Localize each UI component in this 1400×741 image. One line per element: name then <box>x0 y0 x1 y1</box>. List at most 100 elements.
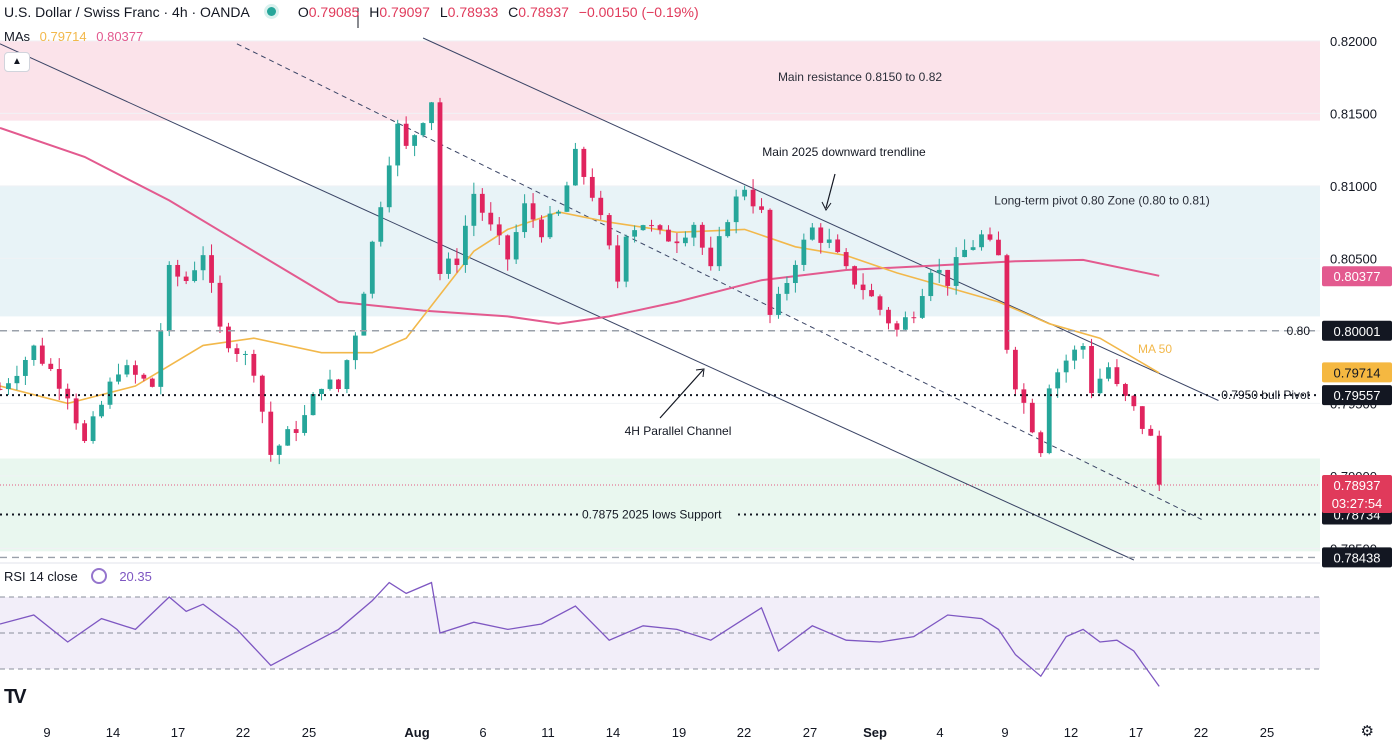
candle[interactable] <box>39 345 45 364</box>
candle[interactable] <box>674 241 680 244</box>
candle[interactable] <box>1156 435 1162 485</box>
candle[interactable] <box>90 416 96 442</box>
candle[interactable] <box>505 235 511 260</box>
candle[interactable] <box>192 270 198 282</box>
candle[interactable] <box>437 102 443 274</box>
candle[interactable] <box>1029 402 1035 433</box>
candle[interactable] <box>183 276 189 282</box>
candle[interactable] <box>268 411 274 455</box>
candle[interactable] <box>691 224 697 238</box>
candle[interactable] <box>293 429 299 433</box>
candle[interactable] <box>936 269 942 273</box>
candle[interactable] <box>598 197 604 216</box>
candle[interactable] <box>750 189 756 207</box>
candle[interactable] <box>22 360 28 376</box>
candle[interactable] <box>1038 432 1044 454</box>
tradingview-logo-icon[interactable]: TV <box>4 686 26 708</box>
candle[interactable] <box>285 429 291 446</box>
candle[interactable] <box>886 309 891 324</box>
candle[interactable] <box>496 224 502 236</box>
candle[interactable] <box>132 365 138 375</box>
candle[interactable] <box>14 375 20 384</box>
candles-layer[interactable] <box>0 97 1162 492</box>
candle[interactable] <box>99 404 104 417</box>
candle[interactable] <box>1089 346 1094 394</box>
candle[interactable] <box>640 225 646 231</box>
candle[interactable] <box>716 236 722 267</box>
candle[interactable] <box>606 215 612 246</box>
candle[interactable] <box>386 165 392 208</box>
candle[interactable] <box>733 196 739 223</box>
candle[interactable] <box>200 255 206 271</box>
candle[interactable] <box>65 388 71 399</box>
candle[interactable] <box>894 323 900 330</box>
candle[interactable] <box>539 219 544 238</box>
candle[interactable] <box>792 264 798 284</box>
candle[interactable] <box>344 360 350 390</box>
candle[interactable] <box>818 227 824 243</box>
candle[interactable] <box>276 445 282 455</box>
price-last-tag[interactable] <box>1322 475 1392 514</box>
candle[interactable] <box>149 378 155 387</box>
candle[interactable] <box>395 123 401 166</box>
candle[interactable] <box>843 252 849 267</box>
candle[interactable] <box>852 266 858 285</box>
candle[interactable] <box>446 258 451 274</box>
rsi-panel[interactable]: 80.0060.0040.0020.35 <box>0 562 1400 697</box>
candle[interactable] <box>1097 378 1103 394</box>
candle[interactable] <box>259 375 265 412</box>
candle[interactable] <box>877 296 883 310</box>
candle[interactable] <box>251 353 257 376</box>
candle[interactable] <box>454 258 460 266</box>
candle[interactable] <box>488 212 494 225</box>
candle[interactable] <box>902 317 908 330</box>
candle[interactable] <box>1012 349 1018 390</box>
candle[interactable] <box>1072 349 1078 361</box>
level-lower-tag[interactable] <box>1322 547 1392 568</box>
candle[interactable] <box>928 272 934 297</box>
candle[interactable] <box>632 230 638 237</box>
candle[interactable] <box>116 374 121 382</box>
candle[interactable] <box>429 102 434 124</box>
candle[interactable] <box>73 398 79 424</box>
candle[interactable] <box>420 123 426 136</box>
candle[interactable] <box>1106 367 1111 379</box>
candle[interactable] <box>784 283 790 294</box>
candle[interactable] <box>987 234 993 240</box>
candle[interactable] <box>107 381 113 405</box>
candle[interactable] <box>1139 406 1145 429</box>
candle[interactable] <box>759 206 764 210</box>
candle[interactable] <box>1055 372 1061 389</box>
candle[interactable] <box>471 193 477 226</box>
candle[interactable] <box>742 189 748 197</box>
candle[interactable] <box>48 363 54 369</box>
candle[interactable] <box>217 282 223 327</box>
candle[interactable] <box>361 293 367 336</box>
candle[interactable] <box>352 335 358 361</box>
candle[interactable] <box>530 203 536 220</box>
candle[interactable] <box>699 224 705 248</box>
candle[interactable] <box>826 239 832 243</box>
candle[interactable] <box>31 345 37 361</box>
collapse-legend-button[interactable]: ▲ <box>4 52 30 72</box>
candle[interactable] <box>327 379 333 389</box>
candle[interactable] <box>319 388 324 395</box>
candle[interactable] <box>226 326 231 349</box>
candle[interactable] <box>945 269 951 286</box>
candle[interactable] <box>141 374 147 379</box>
ma-legend[interactable]: MAs 0.79714 0.80377 <box>4 29 143 44</box>
candle[interactable] <box>310 394 316 416</box>
candle[interactable] <box>175 264 181 277</box>
candle[interactable] <box>547 213 553 238</box>
candle[interactable] <box>589 176 595 198</box>
candle[interactable] <box>1063 360 1069 373</box>
candle[interactable] <box>657 225 663 230</box>
candle[interactable] <box>522 203 528 233</box>
time-axis[interactable]: 9 14 17 22 25 Aug 6 11 14 19 22 27 Sep 4 9 12 17 22 25 <box>43 725 1274 740</box>
candle[interactable] <box>776 293 781 315</box>
candle[interactable] <box>919 296 925 318</box>
price-ma200-tag[interactable] <box>1322 266 1392 287</box>
candle[interactable] <box>1131 395 1137 407</box>
candle[interactable] <box>1021 389 1027 403</box>
